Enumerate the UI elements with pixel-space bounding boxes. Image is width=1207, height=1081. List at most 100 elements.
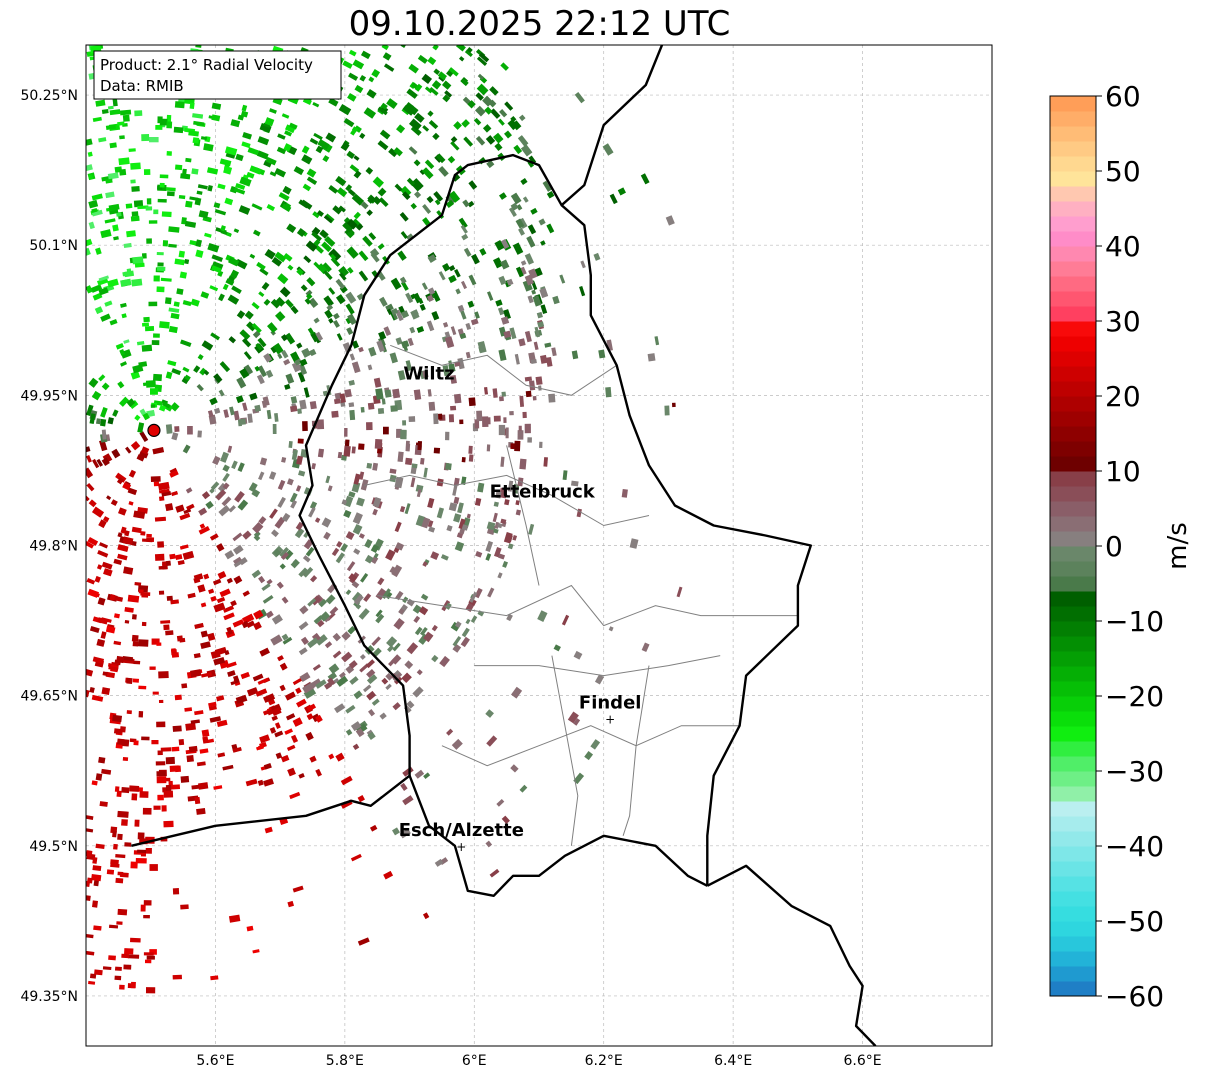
echo-gate bbox=[458, 217, 468, 229]
echo-gate bbox=[349, 676, 359, 685]
echo-gate bbox=[202, 736, 209, 744]
echo-gate bbox=[173, 301, 180, 307]
echo-gate bbox=[427, 497, 435, 509]
echo-gate bbox=[345, 589, 352, 596]
echo-gate bbox=[540, 240, 546, 246]
echo-gate bbox=[256, 150, 269, 160]
echo-gate bbox=[124, 620, 130, 624]
echo-gate bbox=[318, 598, 328, 608]
echo-gate bbox=[500, 239, 510, 250]
echo-gate bbox=[416, 326, 425, 333]
echo-gate bbox=[671, 402, 676, 408]
colorbar-band bbox=[1050, 501, 1096, 517]
echo-gate bbox=[450, 405, 457, 411]
echo-gate bbox=[426, 294, 434, 302]
echo-gate bbox=[474, 587, 483, 599]
echo-gate bbox=[230, 269, 240, 279]
echo-gate bbox=[351, 580, 360, 589]
country-border bbox=[560, 204, 812, 886]
echo-gate bbox=[227, 670, 236, 677]
echo-gate bbox=[411, 463, 418, 469]
echo-gate bbox=[224, 197, 234, 206]
echo-gate bbox=[507, 119, 519, 131]
echo-gate bbox=[530, 359, 537, 364]
echo-gate bbox=[172, 888, 180, 895]
echo-gate bbox=[86, 850, 93, 858]
echo-gate bbox=[468, 397, 476, 407]
echo-gate bbox=[426, 320, 435, 332]
echo-gate bbox=[310, 331, 320, 343]
echo-gate bbox=[394, 521, 402, 533]
echo-gate bbox=[228, 257, 240, 267]
echo-gate bbox=[441, 600, 451, 612]
echo-gate bbox=[112, 830, 117, 838]
echo-gate bbox=[259, 647, 270, 657]
colorbar-band bbox=[1050, 576, 1096, 592]
echo-gate bbox=[171, 648, 176, 653]
echo-gate bbox=[428, 401, 436, 411]
colorbar-band bbox=[1050, 786, 1096, 802]
echo-gate bbox=[195, 45, 202, 48]
echo-gate bbox=[156, 721, 166, 728]
echo-gate bbox=[91, 208, 98, 213]
echo-gate bbox=[176, 288, 184, 295]
echo-gate bbox=[465, 322, 472, 330]
echo-gate bbox=[319, 611, 330, 622]
echo-gate bbox=[207, 410, 214, 418]
echo-gate bbox=[379, 712, 387, 720]
echo-gate bbox=[498, 118, 505, 126]
canton-border bbox=[551, 655, 579, 846]
echo-gate bbox=[172, 725, 182, 732]
echo-gate bbox=[268, 471, 277, 480]
echo-gate bbox=[148, 301, 158, 307]
echo-gate bbox=[483, 387, 489, 395]
echo-gate bbox=[266, 204, 276, 212]
echo-gate bbox=[153, 333, 160, 338]
echo-gate bbox=[348, 402, 355, 408]
echo-gate bbox=[322, 155, 330, 163]
echo-gate bbox=[256, 261, 266, 271]
echo-gate bbox=[281, 113, 290, 119]
echo-gate bbox=[157, 750, 163, 756]
echo-gate bbox=[157, 116, 163, 124]
echo-gate bbox=[407, 337, 414, 347]
echo-gate bbox=[501, 815, 510, 824]
echo-gate bbox=[272, 342, 284, 355]
echo-gate bbox=[367, 195, 376, 204]
echo-gate bbox=[127, 487, 138, 496]
echo-gate bbox=[88, 499, 97, 508]
echo-gate bbox=[224, 550, 235, 560]
echo-gate bbox=[113, 558, 123, 566]
echo-gate bbox=[571, 480, 579, 487]
echo-gate bbox=[387, 645, 394, 653]
echo-gate bbox=[377, 407, 385, 415]
echo-gate bbox=[321, 241, 332, 253]
echo-gate bbox=[380, 102, 388, 110]
echo-gate bbox=[156, 776, 167, 784]
echo-gate bbox=[505, 427, 509, 439]
echo-gate bbox=[90, 284, 103, 293]
echo-gate bbox=[91, 193, 103, 201]
colorbar-band bbox=[1050, 351, 1096, 367]
echo-gate bbox=[246, 925, 254, 932]
echo-gate bbox=[136, 454, 145, 462]
echo-gate bbox=[220, 451, 229, 463]
echo-gate bbox=[409, 326, 416, 334]
echo-gate bbox=[251, 323, 262, 334]
echo-gate bbox=[593, 252, 601, 261]
echo-gate bbox=[515, 509, 522, 516]
echo-gate bbox=[229, 406, 235, 416]
echo-gate bbox=[255, 745, 265, 751]
echo-gate bbox=[417, 54, 428, 64]
echo-gate bbox=[98, 287, 109, 296]
echo-gate bbox=[414, 769, 425, 779]
echo-gate bbox=[346, 327, 354, 335]
echo-gate bbox=[305, 289, 313, 297]
echo-gate bbox=[297, 371, 306, 383]
echo-gate bbox=[165, 630, 174, 636]
echo-gate bbox=[431, 624, 438, 632]
echo-gate bbox=[279, 547, 290, 558]
echo-gate bbox=[112, 714, 123, 723]
echo-gate bbox=[134, 581, 142, 586]
